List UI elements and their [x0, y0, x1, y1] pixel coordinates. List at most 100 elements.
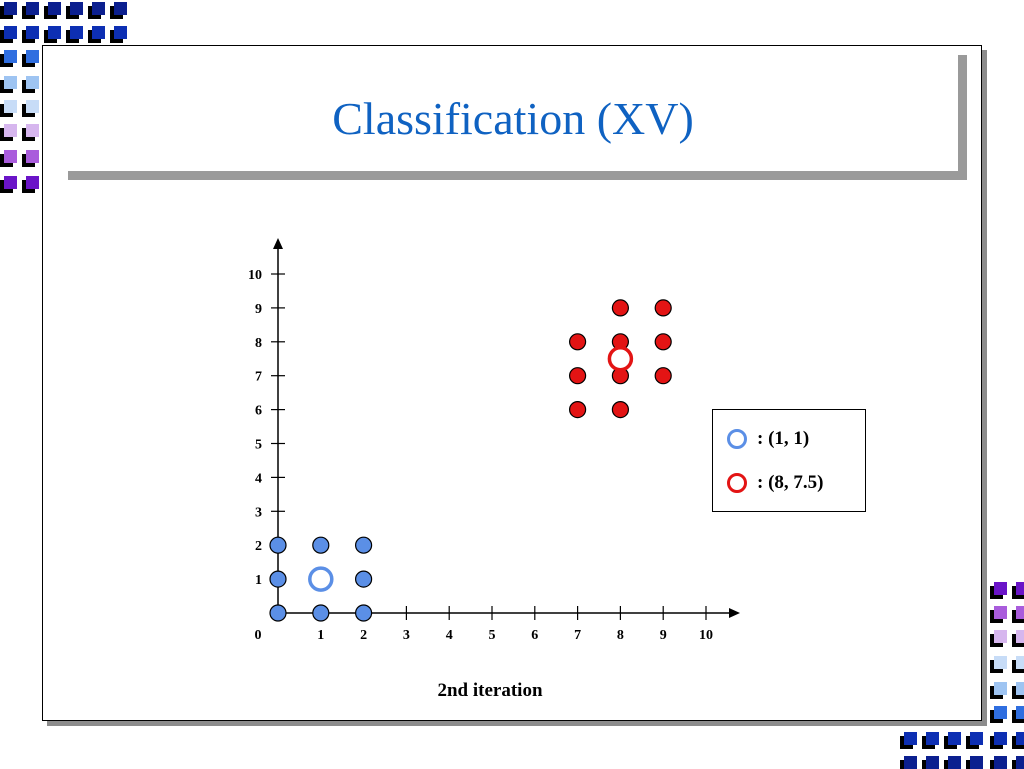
legend-label-centroid-1: : (1, 1): [757, 428, 810, 449]
decor-square: [1016, 706, 1024, 719]
decor-square: [1016, 582, 1024, 595]
decor-square: [4, 26, 17, 39]
data-point-cluster-2: [568, 401, 587, 419]
decor-square: [70, 26, 83, 39]
decor-square: [926, 732, 939, 745]
decor-square: [26, 176, 39, 189]
y-tick-label: 8: [255, 336, 262, 351]
decor-square: [26, 2, 39, 15]
y-tick-label: 9: [255, 302, 262, 317]
decor-square: [994, 756, 1007, 769]
decor-square: [4, 50, 17, 63]
decor-square: [1016, 656, 1024, 669]
decor-square: [26, 150, 39, 163]
decor-square: [994, 682, 1007, 695]
data-point-cluster-1: [269, 604, 287, 622]
decor-square: [114, 2, 127, 15]
y-tick-label: 7: [255, 370, 262, 385]
x-tick-label: 0: [255, 628, 262, 643]
decor-square: [926, 756, 939, 769]
x-axis-label: 2nd iteration: [437, 680, 543, 701]
x-tick-label: 7: [574, 628, 581, 643]
decor-square: [970, 756, 983, 769]
centroid-marker-1: [308, 566, 334, 592]
decor-square: [994, 582, 1007, 595]
decor-square: [26, 124, 39, 137]
data-point-cluster-2: [654, 333, 672, 351]
decor-square: [4, 76, 17, 89]
decor-square: [1016, 756, 1024, 769]
x-tick-label: 2: [360, 628, 367, 643]
decor-square: [948, 732, 961, 745]
data-point-cluster-2: [611, 299, 630, 317]
decor-square: [26, 100, 39, 113]
data-point-cluster-1: [355, 604, 373, 622]
data-point-cluster-1: [269, 570, 287, 588]
x-tick-label: 6: [531, 628, 538, 643]
x-tick-label: 10: [699, 628, 713, 643]
title-bar: Classification (XV): [68, 55, 967, 180]
data-point-cluster-1: [312, 536, 330, 554]
decor-square: [92, 26, 105, 39]
decor-square: [26, 76, 39, 89]
data-point-cluster-2: [568, 367, 587, 385]
data-point-cluster-2: [654, 299, 672, 317]
x-tick-label: 1: [317, 628, 324, 643]
legend-item-centroid-1: : (1, 1): [727, 424, 809, 454]
data-point-cluster-1: [355, 570, 373, 588]
decor-square: [4, 2, 17, 15]
y-tick-label: 4: [255, 471, 262, 486]
legend-swatch-blue-circle: [727, 429, 747, 449]
y-tick-label: 5: [255, 438, 262, 453]
decor-square: [4, 100, 17, 113]
decor-square: [70, 2, 83, 15]
y-tick-label: 6: [255, 404, 262, 419]
legend: : (1, 1) : (8, 7.5): [712, 409, 866, 512]
legend-swatch-red-circle: [727, 473, 747, 493]
y-tick-label: 2: [255, 539, 262, 554]
data-point-cluster-1: [312, 604, 330, 622]
centroid-marker-2: [607, 346, 634, 372]
decor-square: [4, 176, 17, 189]
decor-square: [4, 150, 17, 163]
legend-item-centroid-2: : (8, 7.5): [727, 468, 823, 498]
data-point-cluster-2: [611, 401, 630, 419]
x-tick-label: 8: [617, 628, 624, 643]
x-tick-label: 4: [446, 628, 453, 643]
data-point-cluster-1: [355, 536, 373, 554]
decor-square: [1016, 630, 1024, 643]
data-point-cluster-1: [269, 536, 287, 554]
x-axis-arrow-icon: [729, 608, 740, 618]
decor-square: [92, 2, 105, 15]
decor-square: [1016, 682, 1024, 695]
data-point-cluster-2: [654, 367, 672, 385]
decor-square: [994, 630, 1007, 643]
decor-square: [26, 26, 39, 39]
decor-square: [904, 732, 917, 745]
decor-square: [1016, 732, 1024, 745]
decor-square: [994, 732, 1007, 745]
legend-label-centroid-2: : (8, 7.5): [757, 472, 824, 493]
decor-square: [994, 656, 1007, 669]
slide-title: Classification (XV): [332, 93, 694, 144]
decor-square: [994, 606, 1007, 619]
decor-square: [48, 2, 61, 15]
decor-square: [1016, 606, 1024, 619]
decor-square: [948, 756, 961, 769]
y-tick-label: 3: [255, 505, 262, 520]
decor-square: [970, 732, 983, 745]
decor-square: [904, 756, 917, 769]
x-tick-label: 5: [489, 628, 496, 643]
decor-square: [26, 50, 39, 63]
decor-square: [114, 26, 127, 39]
decor-square: [994, 706, 1007, 719]
y-tick-label: 1: [255, 573, 262, 588]
decor-square: [4, 124, 17, 137]
x-tick-label: 3: [403, 628, 410, 643]
y-axis-arrow-icon: [273, 238, 283, 249]
data-point-cluster-2: [568, 333, 587, 351]
y-tick-label: 10: [248, 268, 262, 283]
x-tick-label: 9: [660, 628, 667, 643]
decor-square: [48, 26, 61, 39]
